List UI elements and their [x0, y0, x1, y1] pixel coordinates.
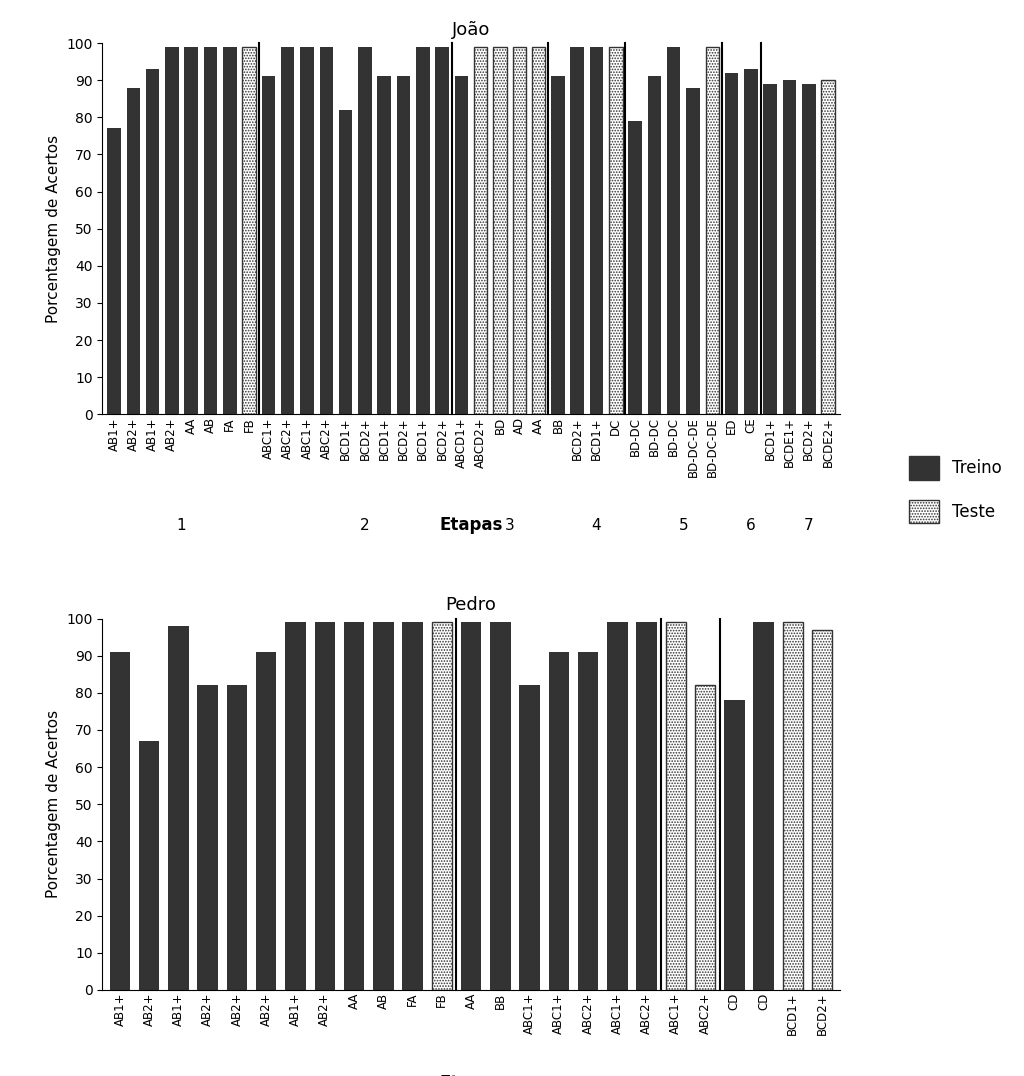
Bar	[373, 622, 393, 990]
Bar	[531, 46, 546, 414]
Text: 2: 2	[360, 519, 370, 534]
X-axis label: Etapas: Etapas	[439, 515, 503, 534]
Bar	[378, 76, 391, 414]
Bar	[204, 46, 217, 414]
Title: João: João	[452, 20, 490, 39]
Bar	[431, 622, 452, 990]
Text: 4: 4	[592, 519, 601, 534]
Y-axis label: Porcentagem de Acertos: Porcentagem de Acertos	[46, 134, 60, 323]
Bar	[821, 81, 835, 414]
Y-axis label: Porcentagem de Acertos: Porcentagem de Acertos	[46, 710, 60, 898]
Bar	[226, 685, 247, 990]
Bar	[607, 622, 628, 990]
Bar	[802, 84, 815, 414]
Bar	[198, 685, 218, 990]
Bar	[782, 622, 803, 990]
Bar	[145, 69, 160, 414]
Title: Pedro: Pedro	[445, 596, 497, 614]
Bar	[549, 652, 569, 990]
Bar	[110, 652, 130, 990]
Bar	[344, 622, 365, 990]
Bar	[686, 87, 699, 414]
Bar	[782, 81, 797, 414]
Bar	[519, 685, 540, 990]
Bar	[319, 46, 333, 414]
Bar	[706, 46, 719, 414]
Text: 3: 3	[505, 519, 514, 534]
Bar	[666, 622, 686, 990]
Bar	[396, 76, 411, 414]
Bar	[281, 46, 295, 414]
Bar	[590, 46, 603, 414]
Bar	[494, 46, 507, 414]
Bar	[636, 622, 656, 990]
Bar	[754, 622, 774, 990]
Bar	[724, 700, 744, 990]
Bar	[139, 741, 160, 990]
Bar	[168, 626, 188, 990]
Bar	[256, 652, 276, 990]
Bar	[358, 46, 372, 414]
Bar	[455, 76, 468, 414]
Bar	[667, 46, 681, 414]
Text: 1: 1	[177, 519, 186, 534]
Bar	[435, 46, 449, 414]
Bar	[609, 46, 623, 414]
Bar	[725, 73, 738, 414]
Bar	[261, 76, 275, 414]
Bar	[108, 128, 121, 414]
Bar	[513, 46, 526, 414]
Bar	[764, 84, 777, 414]
Bar	[578, 652, 598, 990]
Bar	[300, 46, 313, 414]
Bar	[127, 87, 140, 414]
Bar	[339, 110, 352, 414]
Text: 7: 7	[804, 519, 814, 534]
X-axis label: Etapas: Etapas	[439, 1074, 503, 1076]
Bar	[490, 622, 511, 990]
Bar	[243, 46, 256, 414]
Bar	[165, 46, 178, 414]
Bar	[474, 46, 487, 414]
Bar	[695, 685, 716, 990]
Bar	[223, 46, 237, 414]
Bar	[461, 622, 481, 990]
Text: 5: 5	[679, 519, 688, 534]
Bar	[416, 46, 429, 414]
Bar	[744, 69, 758, 414]
Bar	[570, 46, 584, 414]
Bar	[629, 121, 642, 414]
Bar	[812, 629, 833, 990]
Legend: Treino, Teste: Treino, Teste	[901, 448, 1011, 532]
Bar	[314, 622, 335, 990]
Bar	[286, 622, 306, 990]
Text: 6: 6	[746, 519, 756, 534]
Bar	[402, 622, 423, 990]
Bar	[551, 76, 564, 414]
Bar	[184, 46, 198, 414]
Bar	[647, 76, 662, 414]
